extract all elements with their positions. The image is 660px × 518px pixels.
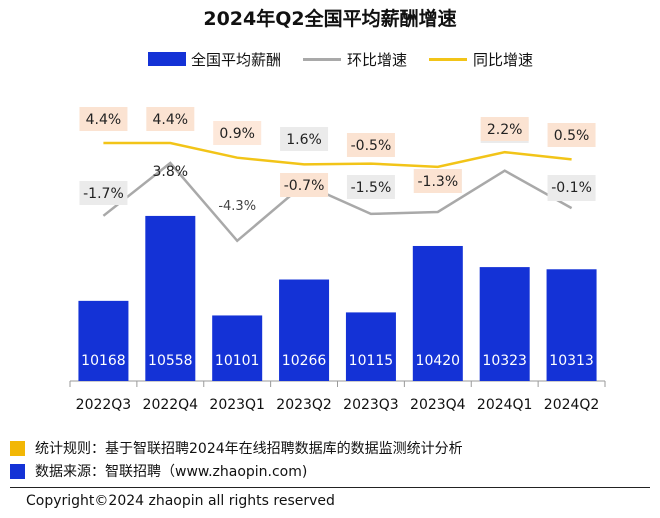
line-series-hb — [102, 161, 573, 243]
bar — [279, 279, 330, 381]
copyright-text: Copyright©2024 zhaopin all rights reserv… — [26, 493, 335, 509]
x-tick-label: 2023Q4 — [410, 397, 466, 413]
tb-value-label: 4.4% — [153, 112, 189, 128]
bar-value-label: 10101 — [215, 353, 260, 369]
tb-value-label-bg — [146, 107, 195, 131]
hb-value-label: 1.6% — [286, 132, 322, 148]
legend-item-salary: 全国平均薪酬 — [148, 49, 281, 70]
hb-value-label: -1.5% — [351, 180, 392, 196]
bar — [345, 312, 396, 381]
hb-value-label-bg — [346, 175, 395, 199]
hb-value-label: -4.3% — [218, 199, 256, 214]
bar-value-label: 10420 — [416, 353, 461, 369]
legend-swatch-tb — [429, 57, 468, 61]
footer-divider — [10, 487, 650, 488]
legend-item-hb: 环比增速 — [303, 49, 407, 70]
chart-title: 2024年Q2全国平均薪酬增速 — [203, 8, 457, 30]
legend-label-salary: 全国平均薪酬 — [191, 50, 282, 69]
x-tick-label: 2023Q2 — [276, 397, 332, 413]
tb-value-label-bg — [480, 117, 529, 141]
legend-label-tb: 同比增速 — [473, 50, 534, 69]
footer-source-swatch — [10, 463, 25, 479]
tb-value-label: 4.4% — [86, 112, 122, 128]
x-tick-label: 2024Q2 — [544, 397, 600, 413]
x-tick-label: 2024Q1 — [477, 397, 533, 413]
tb-value-label: 0.9% — [219, 126, 255, 142]
extra-value-label-bg — [547, 175, 596, 199]
legend-swatch-hb — [303, 57, 342, 61]
tb-value-label: 0.5% — [554, 128, 590, 144]
tb-value-label-bg — [346, 133, 395, 157]
x-tick-label: 2023Q1 — [209, 397, 265, 413]
bar — [412, 245, 463, 381]
tb-value-label-bg — [547, 123, 596, 147]
bar-value-label: 10168 — [81, 353, 126, 369]
chart-plot: 10168 10558 10101 10266 10115 10420 10323 10313… — [69, 107, 606, 413]
bar-value-label: 10115 — [349, 353, 394, 369]
x-tick-label: 2022Q3 — [76, 397, 132, 413]
tb-value-label-bg — [213, 121, 262, 145]
tb-value-label-bg — [280, 173, 329, 197]
legend-swatch-salary — [148, 52, 186, 66]
bar-value-label: 10313 — [549, 353, 594, 369]
bar — [212, 315, 263, 381]
hb-value-label: 3.8% — [153, 164, 189, 180]
tb-value-label: -0.5% — [351, 138, 392, 154]
bar — [546, 269, 597, 381]
bar — [78, 300, 129, 381]
hb-value-label-bg — [280, 127, 329, 151]
bar — [145, 215, 196, 381]
legend-label-hb: 环比增速 — [347, 50, 408, 69]
footer-rule-text: 统计规则：基于智联招聘2024年在线招聘数据库的数据监测统计分析 — [35, 441, 463, 457]
chart-legend: 全国平均薪酬 环比增速 同比增速 — [148, 48, 555, 70]
footer-source-text: 数据来源：智联招聘（www.zhaopin.com) — [35, 464, 308, 480]
tb-value-label: 2.2% — [487, 122, 523, 138]
line-series-tb — [103, 141, 572, 169]
hb-value-label-bg — [79, 181, 128, 205]
bar-value-label: 10558 — [148, 353, 193, 369]
hb-value-label: -1.7% — [83, 186, 124, 202]
tb-value-label-bg — [413, 169, 462, 193]
bar — [479, 267, 530, 381]
footer-rule-swatch — [10, 440, 25, 456]
tb-value-label: -0.7% — [284, 178, 325, 194]
tb-value-label: -1.3% — [418, 174, 459, 190]
legend-item-tb: 同比增速 — [429, 49, 533, 70]
bar-value-label: 10266 — [282, 353, 327, 369]
tb-value-label-bg — [79, 107, 128, 131]
bar-value-label: 10323 — [482, 353, 527, 369]
footer-rule: 统计规则：基于智联招聘2024年在线招聘数据库的数据监测统计分析 — [10, 438, 463, 458]
x-tick-label: 2023Q3 — [343, 397, 399, 413]
extra-value-label: -0.1% — [551, 180, 592, 196]
x-tick-label: 2022Q4 — [143, 397, 199, 413]
footer-source: 数据来源：智联招聘（www.zhaopin.com) — [10, 461, 307, 481]
